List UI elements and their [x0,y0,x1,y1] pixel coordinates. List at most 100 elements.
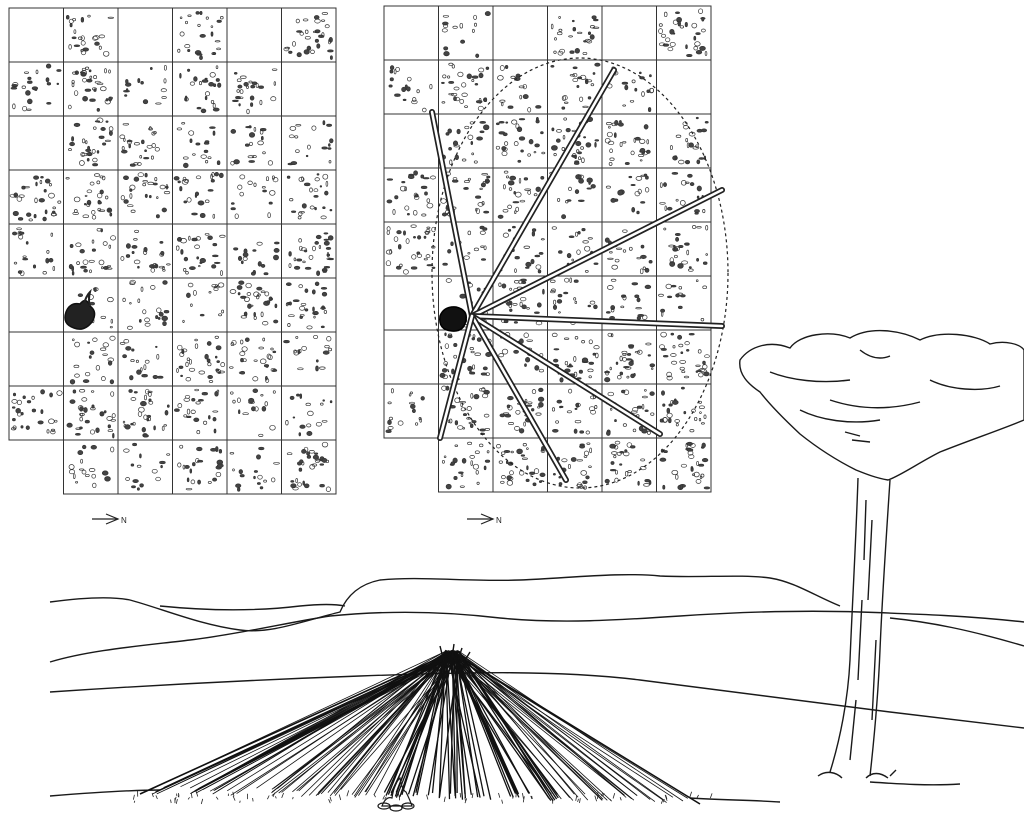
stone [594,305,598,309]
stone [292,42,295,47]
stone [417,90,420,93]
stone [216,472,221,476]
stone [616,470,618,474]
stone [622,82,628,84]
stone [504,171,508,173]
stone [133,443,137,446]
stone [315,39,318,42]
stone [582,228,585,231]
stone [97,108,100,111]
stone [661,309,665,312]
stone [417,252,420,255]
stone [217,361,220,363]
stone [574,298,576,301]
stone [631,184,635,185]
stone [89,70,91,72]
stone [247,86,249,89]
stone [496,146,499,149]
stone [524,333,529,338]
stone [618,123,623,127]
stone [329,161,331,164]
stone [595,405,597,408]
stone [103,242,107,246]
stone [76,243,81,247]
stone [637,211,640,214]
stone [326,181,328,186]
stone [306,403,311,406]
stone [443,75,446,78]
stone [176,246,179,250]
stone [202,392,208,395]
stone [519,429,524,434]
stone [442,102,445,104]
stone [213,103,215,108]
stone [289,51,293,53]
stone [210,72,215,77]
stone [460,486,464,488]
stone [630,100,634,102]
stone [454,476,457,479]
stone [213,108,219,111]
stone [702,443,706,448]
stone [694,46,698,50]
stone [666,284,672,289]
stone [564,338,569,340]
stone [651,368,653,370]
stone [584,137,586,138]
stone [124,449,130,452]
stone [616,248,621,250]
stone [648,108,651,112]
stone [322,420,327,422]
stone [393,210,395,215]
stone [49,183,51,186]
stone [671,361,676,364]
grass-tuft [661,799,663,803]
stone [121,257,124,261]
stone [648,355,651,357]
stone [528,402,532,404]
stone [628,471,632,473]
stone [525,357,529,362]
stone [502,284,506,288]
stone [474,15,477,19]
stone [584,451,588,456]
pole-layout [432,70,722,480]
stone [666,38,670,42]
stone [35,198,38,203]
stone [692,23,697,28]
stone [411,225,416,228]
stone [178,49,180,52]
stone [703,262,707,265]
stone [687,250,689,255]
stone [476,470,478,474]
stone [670,146,672,150]
stone [196,143,200,145]
stone [699,418,701,421]
stone [629,176,632,178]
stone [213,478,217,481]
stone [298,216,301,219]
stone [220,16,223,19]
stone [515,269,517,273]
stone [70,400,75,404]
stone [221,271,223,276]
stone [660,202,666,204]
stone [145,150,147,152]
stone [76,481,78,483]
stone [91,391,94,393]
grass-tuft [330,797,331,802]
stone [303,481,305,485]
stone [27,99,32,104]
stone [89,356,91,359]
stone [557,130,562,133]
stone [134,260,140,264]
stone [303,261,306,263]
stone [641,255,647,258]
stone [481,259,485,261]
stone [165,410,168,415]
stone [506,122,508,123]
stone [559,16,561,18]
stone [623,230,628,233]
stone [314,316,316,318]
stone [236,484,241,488]
